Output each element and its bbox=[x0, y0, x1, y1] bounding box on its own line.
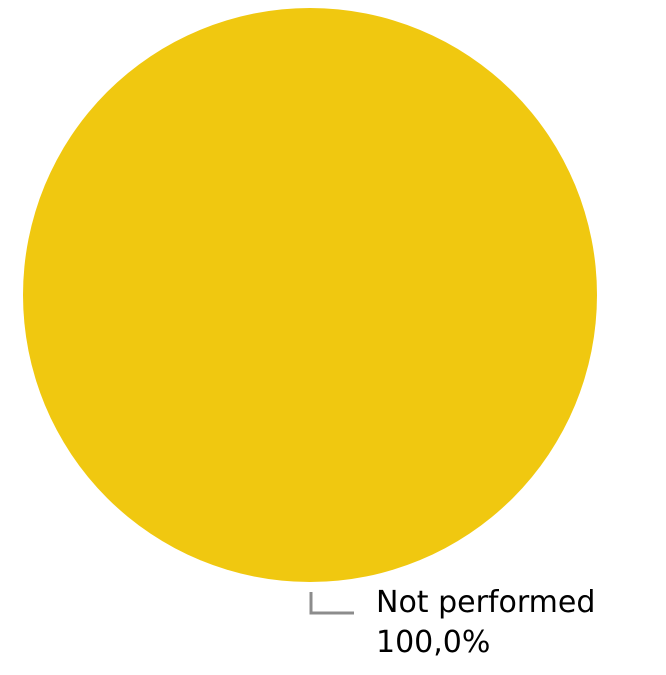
slice-leader-line bbox=[309, 592, 354, 615]
slice-label-percent: 100,0% bbox=[376, 625, 490, 660]
pie-slice-not-performed bbox=[23, 8, 597, 582]
slice-label-name: Not performed bbox=[376, 585, 595, 620]
pie-slices bbox=[23, 8, 597, 582]
